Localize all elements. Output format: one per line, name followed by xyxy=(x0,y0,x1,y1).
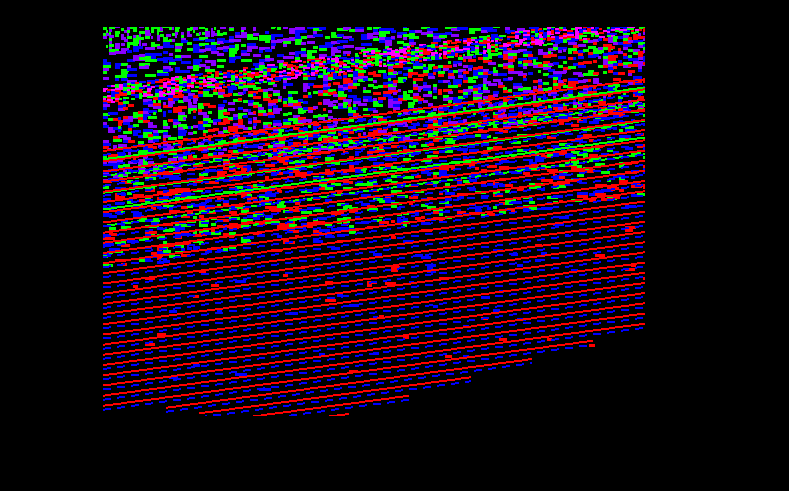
screen-root xyxy=(0,0,789,491)
corrupted-image-canvas xyxy=(0,0,789,491)
